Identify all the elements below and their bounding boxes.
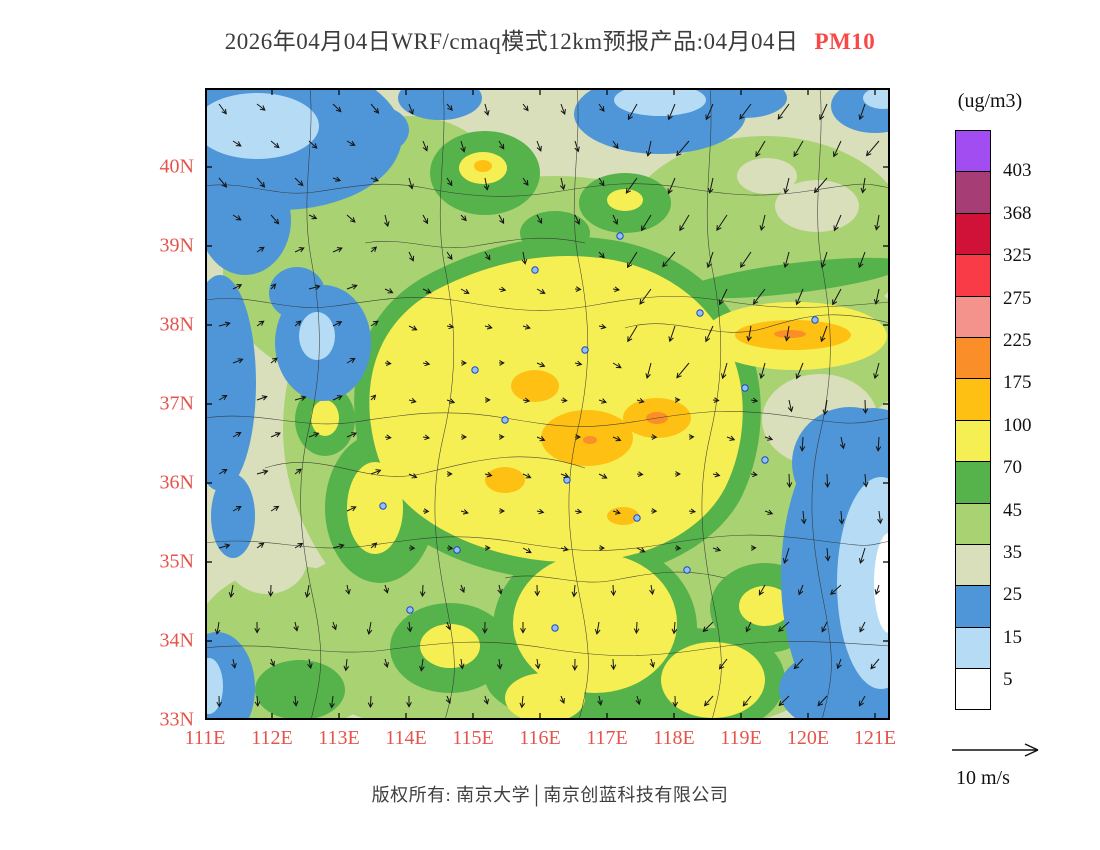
legend: 403 368 325 275 225 175 100 70 45 35 25 15 5 [955, 130, 1085, 734]
legend-cell [955, 378, 991, 421]
lat-tick-label: 40N [159, 155, 194, 178]
legend-cell [955, 502, 991, 545]
lat-tick-label: 39N [159, 234, 194, 257]
lon-tick-label: 115E [452, 727, 494, 749]
legend-value: 25 [1003, 584, 1022, 606]
legend-value: 275 [1003, 287, 1032, 309]
lon-tick-label: 119E [720, 727, 762, 749]
legend-value: 15 [1003, 626, 1022, 648]
legend-colorbar [955, 130, 991, 711]
legend-value: 100 [1003, 414, 1032, 436]
title-main: 2026年04月04日WRF/cmaq模式12km预报产品:04月04日 [224, 29, 799, 54]
lat-tick-label: 37N [159, 392, 194, 415]
title-pollutant: PM10 [814, 29, 876, 54]
legend-cell [955, 543, 991, 587]
lat-axis: 40N 39N 38N 37N 36N 35N 34N 33N [130, 88, 198, 731]
lon-tick-label: 114E [385, 727, 427, 749]
legend-value: 225 [1003, 330, 1032, 351]
copyright: 版权所有: 南京大学│南京创蓝科技有限公司 [371, 785, 729, 805]
city-markers [379, 232, 819, 632]
legend-cell [955, 254, 991, 297]
axis-ticks [205, 88, 890, 720]
legend-cell [955, 171, 991, 214]
lon-tick-label: 118E [653, 727, 695, 749]
lat-tick-label: 35N [159, 550, 194, 573]
legend-cell [955, 130, 991, 173]
lat-tick-label: 36N [159, 471, 194, 494]
legend-cell [955, 585, 991, 628]
wind-scale-arrow [952, 743, 1039, 757]
legend-cell [955, 668, 991, 711]
map-area [205, 88, 890, 720]
legend-cell [955, 295, 991, 338]
legend-value: 45 [1003, 499, 1022, 521]
wind-scale: 10 m/s [946, 736, 1076, 806]
lon-tick-label: 117E [586, 727, 628, 749]
lon-tick-label: 111E [184, 727, 226, 749]
legend-cell [955, 419, 991, 463]
legend-cell [955, 212, 991, 256]
lat-tick-label: 38N [159, 313, 194, 336]
contour-field [205, 88, 890, 720]
lon-tick-label: 116E [519, 727, 561, 749]
legend-cell [955, 626, 991, 670]
legend-value: 5 [1003, 669, 1013, 691]
lon-tick-label: 120E [786, 727, 830, 749]
wind-vectors [214, 103, 883, 709]
legend-unit: (ug/m3) [957, 90, 1023, 112]
legend-value: 70 [1003, 457, 1022, 479]
legend-value: 175 [1003, 372, 1032, 394]
wind-scale-label: 10 m/s [956, 767, 1010, 789]
page-title: 2026年04月04日WRF/cmaq模式12km预报产品:04月04日 PM10 [0, 22, 1100, 56]
forecast-map [205, 88, 890, 720]
boundary-lines [205, 88, 890, 720]
lat-tick-label: 33N [159, 708, 194, 731]
legend-cell [955, 461, 991, 504]
lon-tick-label: 112E [251, 727, 293, 749]
lon-tick-label: 113E [318, 727, 360, 749]
legend-value: 368 [1003, 202, 1032, 224]
lat-tick-label: 34N [159, 629, 194, 652]
legend-cell [955, 336, 991, 380]
lon-axis: 111E 112E 113E 114E 115E 116E 117E 118E 119E 120E… [185, 727, 896, 755]
lon-tick-label: 121E [853, 727, 897, 749]
legend-value: 403 [1003, 160, 1032, 182]
legend-value: 325 [1003, 245, 1032, 267]
legend-value: 35 [1003, 542, 1022, 563]
map-frame [205, 88, 890, 720]
